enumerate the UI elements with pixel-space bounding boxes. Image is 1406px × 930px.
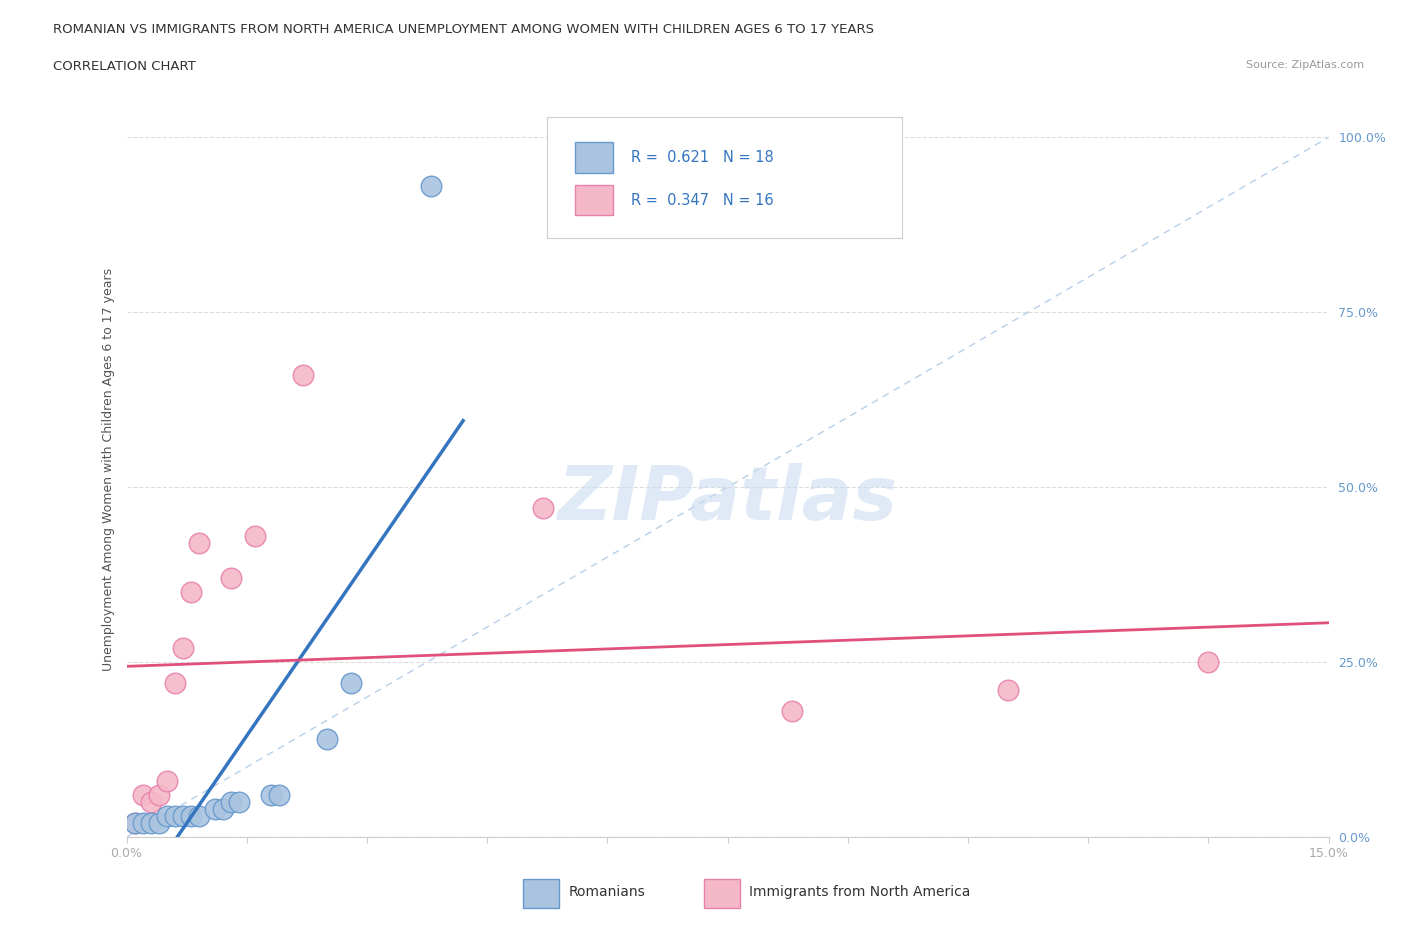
Point [163,675,186,690]
Point [219,794,242,809]
Point [219,571,242,586]
Point [204,802,226,817]
Bar [575,142,613,173]
Point [180,585,202,600]
Point [139,794,162,809]
Point [163,808,186,823]
Point [260,788,283,803]
Point [139,816,162,830]
Point [155,774,177,789]
Text: Romanians: Romanians [569,885,645,899]
Text: ZIPatlas: ZIPatlas [558,462,897,536]
Text: R =  0.621   N = 18: R = 0.621 N = 18 [631,150,775,165]
Bar [703,879,740,909]
Text: ROMANIAN VS IMMIGRANTS FROM NORTH AMERICA UNEMPLOYMENT AMONG WOMEN WITH CHILDREN: ROMANIAN VS IMMIGRANTS FROM NORTH AMERIC… [53,23,875,36]
FancyBboxPatch shape [547,117,901,238]
Point [124,816,146,830]
Y-axis label: Unemployment Among Women with Children Ages 6 to 17 years: Unemployment Among Women with Children A… [103,268,115,671]
Point [187,808,209,823]
Point [211,802,233,817]
Point [124,816,146,830]
Point [420,179,443,193]
Point [340,675,363,690]
Point [180,808,202,823]
Point [997,683,1019,698]
Point [172,808,194,823]
Text: CORRELATION CHART: CORRELATION CHART [53,60,197,73]
Text: Source: ZipAtlas.com: Source: ZipAtlas.com [1246,60,1364,71]
Point [148,816,170,830]
Point [531,500,554,515]
Point [155,808,177,823]
Point [315,732,337,747]
Point [131,816,153,830]
Point [148,788,170,803]
Text: R =  0.347   N = 16: R = 0.347 N = 16 [631,193,775,207]
Point [291,367,314,382]
Point [1198,655,1220,670]
Point [172,641,194,656]
Point [131,788,153,803]
Text: Immigrants from North America: Immigrants from North America [749,885,970,899]
Point [187,536,209,551]
Point [243,528,266,543]
Point [267,788,290,803]
Bar [523,879,560,909]
Point [228,794,250,809]
Bar [575,184,613,216]
Point [780,704,803,719]
